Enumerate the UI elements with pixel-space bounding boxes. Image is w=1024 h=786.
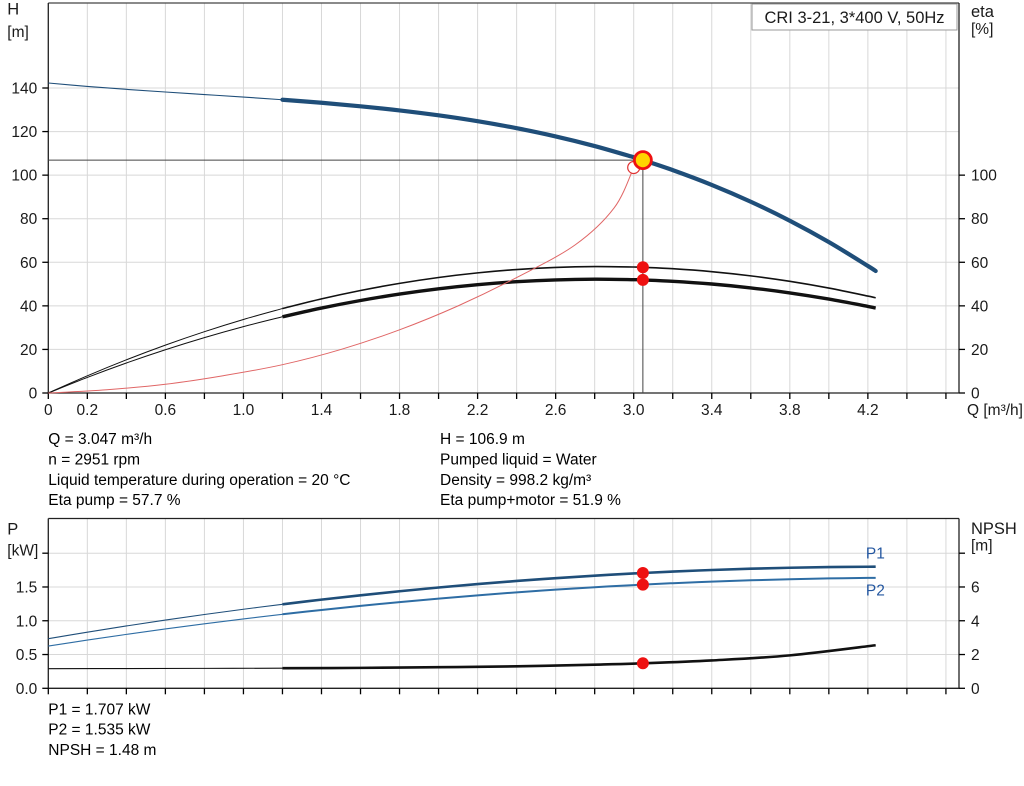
svg-text:120: 120 — [11, 124, 37, 141]
svg-text:20: 20 — [20, 342, 38, 359]
svg-text:3.0: 3.0 — [623, 402, 645, 419]
svg-text:H = 106.9 m: H = 106.9 m — [440, 431, 525, 448]
svg-text:0: 0 — [971, 681, 980, 698]
svg-text:80: 80 — [20, 211, 38, 228]
svg-text:0: 0 — [971, 386, 980, 403]
svg-text:3.4: 3.4 — [701, 402, 723, 419]
svg-text:P1: P1 — [866, 546, 885, 563]
svg-text:Q = 3.047 m³/h: Q = 3.047 m³/h — [48, 431, 152, 448]
svg-text:1.8: 1.8 — [389, 402, 411, 419]
svg-text:0.5: 0.5 — [16, 647, 38, 664]
svg-text:Liquid temperature during oper: Liquid temperature during operation = 20… — [48, 472, 350, 489]
svg-text:[m]: [m] — [7, 24, 29, 41]
svg-text:100: 100 — [11, 168, 37, 185]
svg-text:0.0: 0.0 — [16, 681, 38, 698]
svg-text:20: 20 — [971, 342, 989, 359]
svg-text:80: 80 — [971, 211, 989, 228]
svg-text:NPSH = 1.48 m: NPSH = 1.48 m — [48, 742, 156, 759]
svg-text:1.5: 1.5 — [16, 579, 38, 596]
svg-text:0: 0 — [44, 402, 53, 419]
svg-text:Density = 998.2 kg/m³: Density = 998.2 kg/m³ — [440, 472, 591, 489]
svg-text:Eta pump+motor = 51.9 %: Eta pump+motor = 51.9 % — [440, 492, 621, 509]
svg-text:NPSH: NPSH — [971, 520, 1017, 538]
svg-text:40: 40 — [971, 298, 989, 315]
svg-text:1.4: 1.4 — [311, 402, 333, 419]
svg-text:n = 2951 rpm: n = 2951 rpm — [48, 452, 140, 469]
svg-text:100: 100 — [971, 168, 997, 185]
svg-text:Pumped liquid = Water: Pumped liquid = Water — [440, 452, 597, 469]
svg-text:40: 40 — [20, 298, 38, 315]
svg-text:[kW]: [kW] — [7, 542, 38, 559]
svg-text:60: 60 — [20, 255, 38, 272]
svg-text:[m]: [m] — [971, 537, 993, 554]
svg-text:CRI 3-21, 3*400 V, 50Hz: CRI 3-21, 3*400 V, 50Hz — [764, 9, 944, 27]
svg-text:P1 = 1.707 kW: P1 = 1.707 kW — [48, 701, 150, 718]
svg-text:1.0: 1.0 — [233, 402, 255, 419]
svg-text:4.2: 4.2 — [857, 402, 879, 419]
svg-text:140: 140 — [11, 81, 37, 98]
svg-text:Eta pump = 57.7 %: Eta pump = 57.7 % — [48, 492, 180, 509]
svg-text:P2 = 1.535 kW: P2 = 1.535 kW — [48, 722, 150, 739]
svg-text:60: 60 — [971, 255, 989, 272]
svg-text:Q [m³/h]: Q [m³/h] — [967, 402, 1023, 419]
svg-text:0.2: 0.2 — [77, 402, 99, 419]
svg-text:3.8: 3.8 — [779, 402, 801, 419]
svg-text:P: P — [7, 520, 18, 538]
svg-text:0: 0 — [29, 386, 38, 403]
svg-text:1.0: 1.0 — [16, 613, 38, 630]
svg-text:6: 6 — [971, 579, 980, 596]
svg-text:2: 2 — [971, 647, 980, 664]
svg-text:2.6: 2.6 — [545, 402, 567, 419]
svg-text:2.2: 2.2 — [467, 402, 489, 419]
svg-text:4: 4 — [971, 613, 980, 630]
svg-text:P2: P2 — [866, 583, 885, 600]
svg-text:0.6: 0.6 — [155, 402, 177, 419]
svg-text:[%]: [%] — [971, 21, 993, 38]
svg-text:H: H — [7, 1, 19, 19]
svg-text:eta: eta — [971, 3, 995, 21]
